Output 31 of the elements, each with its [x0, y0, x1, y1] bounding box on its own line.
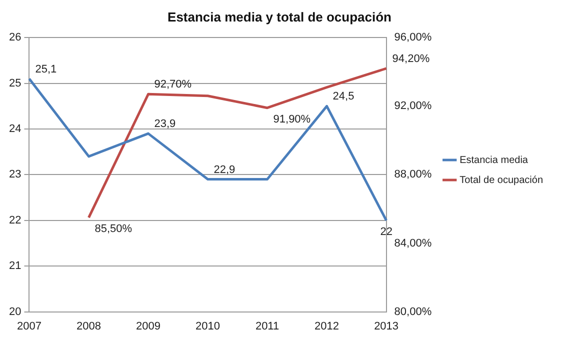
- y2-tick-label: 96,00%: [394, 32, 432, 44]
- data-label: 91,90%: [273, 113, 311, 126]
- y-tick-label: 26: [8, 32, 22, 44]
- y-tick-label: 20: [8, 306, 22, 318]
- data-label: 22,9: [214, 164, 236, 176]
- legend-label: Total de ocupación: [460, 174, 544, 186]
- x-tick-label: 2007: [16, 320, 42, 332]
- x-tick-label: 2010: [196, 320, 220, 332]
- legend-label: Estancia media: [460, 154, 528, 166]
- x-tick-label: 2012: [314, 320, 340, 332]
- y2-tick-label: 92,00%: [394, 100, 432, 112]
- data-label: 25,1: [35, 63, 57, 76]
- data-label: 24,5: [332, 90, 354, 103]
- y-tick-label: 21: [8, 260, 22, 272]
- data-label: 23,9: [154, 118, 176, 130]
- y2-tick-label: 80,00%: [394, 306, 432, 318]
- y2-tick-label: 88,00%: [394, 168, 432, 181]
- data-label: 92,70%: [154, 78, 192, 91]
- x-tick-label: 2013: [374, 320, 399, 332]
- data-label: 22: [380, 226, 393, 238]
- x-tick-label: 2009: [136, 320, 160, 332]
- data-label: 94,20%: [392, 52, 430, 65]
- y-tick-label: 22: [8, 214, 22, 226]
- x-tick-label: 2011: [255, 320, 280, 332]
- y2-tick-label: 84,00%: [394, 237, 432, 250]
- y-tick-label: 25: [8, 77, 22, 90]
- chart-title: Estancia media y total de ocupación: [168, 9, 392, 24]
- y-tick-label: 23: [8, 168, 22, 181]
- y-tick-label: 24: [8, 123, 22, 136]
- x-tick-label: 2008: [76, 320, 101, 332]
- data-label: 85,50%: [94, 223, 132, 236]
